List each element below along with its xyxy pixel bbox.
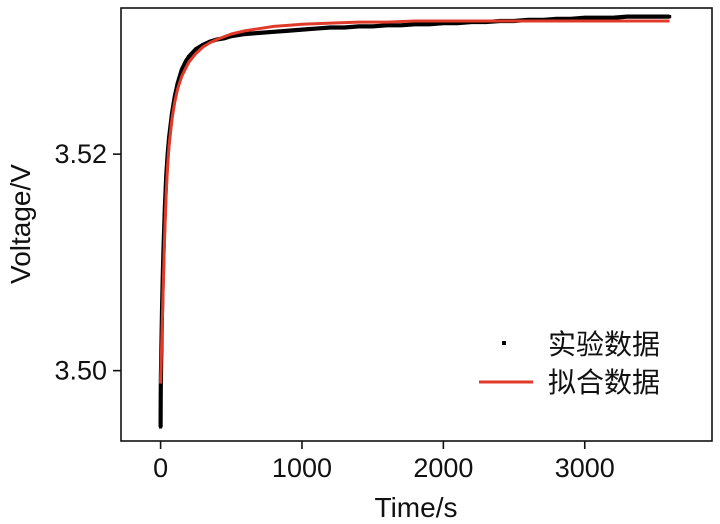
x-axis-ticks: 0 1000 2000 3000 [153, 441, 615, 483]
experimental-data-point [158, 425, 163, 429]
experimental-data-point [272, 30, 276, 34]
experimental-data-point [159, 392, 163, 397]
y-axis-label: Voltage/V [5, 164, 36, 284]
experimental-data-point [314, 26, 318, 31]
experimental-data-point [611, 16, 615, 20]
experimental-data-point [300, 28, 304, 32]
plot-frame [120, 7, 713, 442]
experimental-data-point [356, 24, 361, 28]
x-tick-label: 1000 [272, 453, 332, 483]
experimental-data-point [413, 22, 417, 26]
experimental-data-point [385, 23, 389, 27]
experimental-data-point [583, 16, 587, 20]
experimental-data-point [286, 29, 290, 33]
experimental-data-point [229, 34, 233, 38]
y-tick-label: 3.52 [54, 139, 107, 169]
experimental-data-point [184, 59, 188, 63]
x-tick-label: 2000 [413, 453, 473, 483]
experimental-data-point [180, 68, 184, 72]
experimental-data-point [222, 36, 226, 40]
experimental-data-point [554, 17, 559, 21]
series-layer [158, 14, 672, 429]
experimental-data-point [427, 22, 431, 26]
experimental-data-point [187, 55, 191, 59]
experimental-data-point [236, 33, 240, 37]
fit-data-line [159, 19, 670, 384]
experimental-data-point [625, 15, 629, 19]
y-tick-label: 3.50 [54, 356, 107, 386]
experimental-data-point [201, 43, 205, 47]
x-tick-label: 3000 [555, 453, 615, 483]
experimental-data-trace [158, 14, 670, 427]
experimental-data-point [399, 23, 403, 27]
experimental-data-point [328, 25, 332, 30]
legend-label-experimental: 实验数据 [548, 329, 660, 360]
experimental-data-point [371, 24, 375, 28]
x-tick-label: 0 [153, 453, 168, 483]
experimental-data-point [257, 31, 262, 35]
experimental-data-point [175, 82, 180, 86]
experimental-data-point [243, 32, 248, 36]
experimental-data-point [441, 21, 445, 25]
experimental-data-point [455, 21, 460, 25]
experimental-data-point [342, 25, 346, 30]
experimental-data-point [639, 15, 643, 19]
y-axis-ticks: 3.50 3.52 [54, 139, 121, 386]
experimental-data-point [194, 47, 198, 51]
legend-label-fit: 拟合数据 [548, 367, 660, 398]
experimental-data-point [667, 15, 672, 19]
experimental-data-point [597, 16, 601, 20]
experimental-data-point [653, 15, 658, 19]
x-axis-label: Time/s [375, 492, 458, 523]
legend-marker-experimental [502, 341, 506, 345]
experimental-data-point [569, 17, 573, 21]
